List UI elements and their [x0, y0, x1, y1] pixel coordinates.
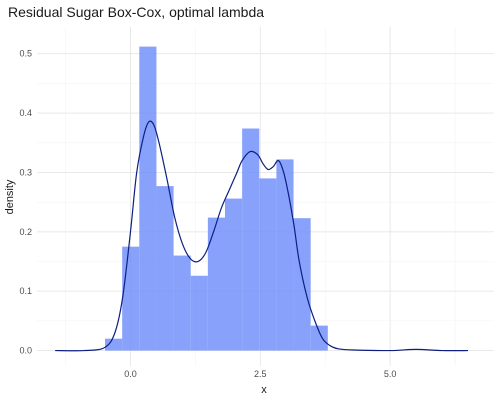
histogram-bar — [259, 178, 277, 351]
chart-title: Residual Sugar Box-Cox, optimal lambda — [8, 4, 264, 20]
histogram-bar — [224, 198, 243, 351]
y-tick-label: 0.2 — [19, 227, 32, 237]
histogram-bar — [173, 255, 191, 351]
histogram-bar — [139, 46, 157, 351]
histogram-bars — [105, 46, 328, 351]
histogram-bar — [190, 275, 208, 351]
histogram-bar — [207, 217, 225, 351]
y-tick-label: 0.5 — [19, 49, 32, 59]
y-tick-label: 0.0 — [19, 346, 32, 356]
histogram-bar — [105, 338, 123, 351]
x-tick-label: 0.0 — [124, 369, 137, 379]
histogram-bar — [276, 159, 294, 351]
x-axis-ticks: 0.0 2.5 5.0 — [124, 369, 396, 379]
y-tick-label: 0.1 — [19, 286, 32, 296]
y-axis-title: density — [4, 179, 16, 214]
y-axis-ticks: 0.0 0.1 0.2 0.3 0.4 0.5 — [19, 49, 32, 356]
histogram-bar — [156, 186, 174, 351]
histogram-bar — [310, 325, 328, 351]
x-tick-label: 2.5 — [254, 369, 267, 379]
histogram-bar — [122, 246, 140, 351]
x-tick-label: 5.0 — [384, 369, 397, 379]
density-curve-line — [55, 120, 469, 352]
x-axis-title: x — [261, 384, 267, 396]
histogram-bar — [242, 128, 260, 351]
y-tick-label: 0.3 — [19, 167, 32, 177]
density-curve-group — [55, 120, 469, 352]
y-tick-label: 0.4 — [19, 108, 32, 118]
